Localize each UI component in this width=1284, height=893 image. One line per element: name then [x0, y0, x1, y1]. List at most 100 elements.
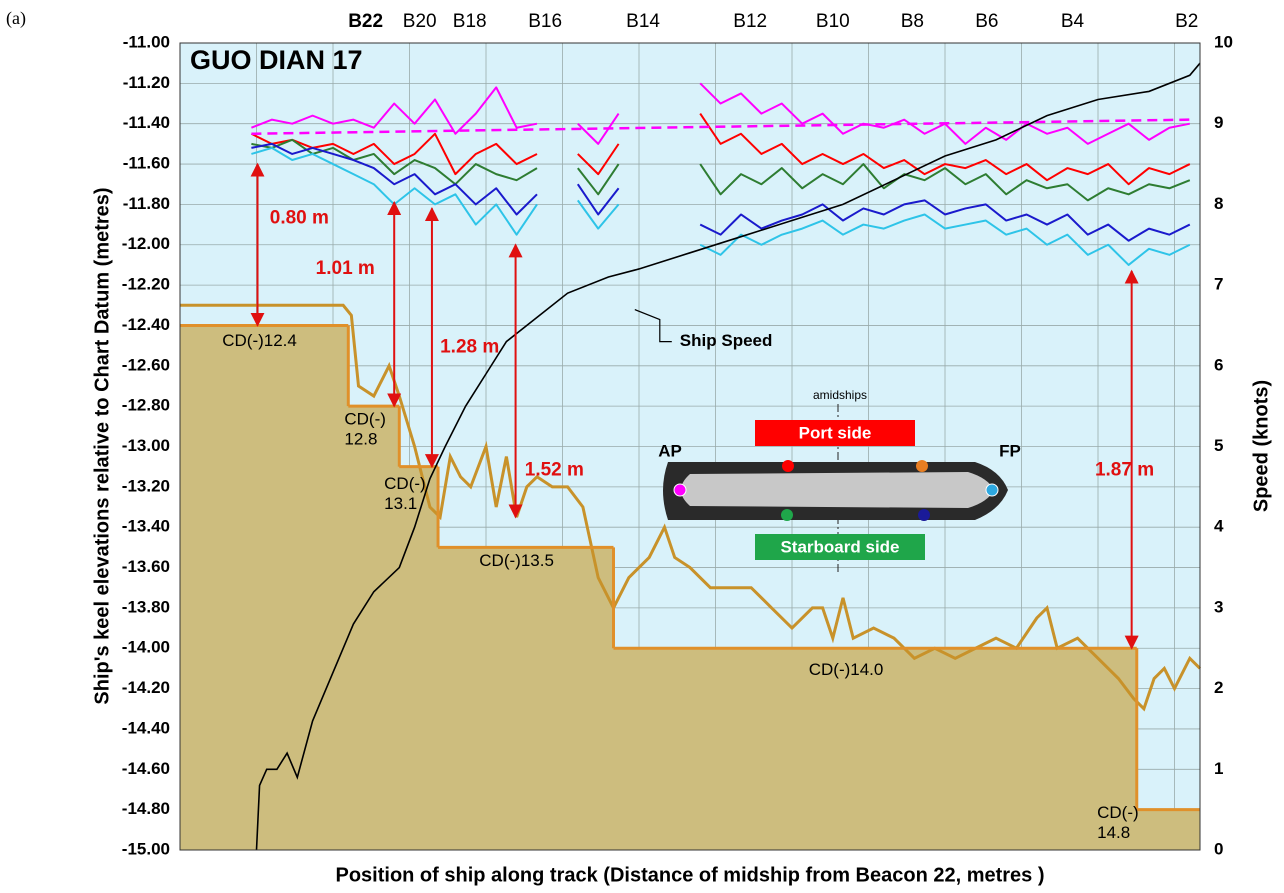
sensor-dot — [985, 483, 999, 497]
hull-deck — [681, 472, 994, 508]
y-tick-label: -11.60 — [123, 154, 170, 173]
y-tick-label: -14.20 — [122, 678, 170, 697]
y-tick-label: -12.60 — [122, 355, 170, 374]
beacon-label: B18 — [453, 11, 487, 32]
y-tick-label: -13.80 — [122, 597, 170, 616]
label-line: CD(-) — [344, 410, 386, 429]
keel-trace — [577, 143, 620, 176]
y-axis-title: Ship's keel elevations relative to Chart… — [91, 187, 113, 704]
clearance-label: 1.87 m — [1095, 460, 1154, 481]
y-tick-label: -11.00 — [123, 32, 170, 51]
y-tick-label: -14.80 — [122, 799, 170, 818]
beacon-label: B8 — [901, 11, 924, 32]
chart-datum-label: CD(-)14.0 — [809, 660, 884, 679]
chart-datum-label: CD(-)12.4 — [222, 331, 297, 350]
beacon-label: B14 — [626, 11, 660, 32]
clearance-label: 1.52 m — [525, 460, 584, 481]
y-tick-label: -12.40 — [122, 315, 170, 334]
data — [180, 62, 1202, 851]
y2-tick-label: 9 — [1214, 113, 1223, 132]
y2-tick-label: 5 — [1214, 436, 1223, 455]
keel-trace — [699, 163, 1191, 202]
y-tick-label: -13.40 — [122, 517, 170, 536]
y-tick-label: -12.00 — [122, 234, 170, 253]
y-tick-label: -13.20 — [122, 476, 170, 495]
y2-tick-label: 7 — [1214, 275, 1223, 294]
y-tick-label: -14.40 — [122, 718, 170, 737]
keel-trace — [251, 142, 538, 216]
y2-tick-label: 10 — [1214, 32, 1233, 51]
speed-line — [255, 62, 1201, 851]
y2-tick-label: 4 — [1214, 517, 1224, 536]
keel-trace — [577, 163, 620, 196]
beacon-label: B10 — [816, 11, 850, 32]
bed-profile — [180, 303, 1202, 712]
seabed-fill — [180, 325, 1200, 850]
y-tick-label: -11.80 — [123, 194, 170, 213]
amidships-label: amidships — [813, 388, 867, 402]
keel-trace — [699, 213, 1191, 266]
y-tick-label: -11.40 — [123, 113, 170, 132]
panel-label: (a) — [6, 8, 26, 29]
keel-trace — [251, 86, 538, 135]
beacon-label: B20 — [403, 11, 437, 32]
sensor-dot — [916, 460, 928, 472]
y2-tick-label: 1 — [1214, 759, 1223, 778]
clearance-label: 1.28 m — [440, 337, 499, 358]
y2-axis-title: Speed (knots) — [1250, 380, 1272, 512]
beacon-label: B22 — [348, 11, 383, 32]
clearance-label: 1.01 m — [316, 258, 375, 279]
speed-leader — [634, 309, 672, 343]
clearance-label: 0.80 m — [270, 208, 329, 229]
keel-trace — [250, 132, 538, 176]
mean-keel-line — [251, 118, 1190, 136]
starboard-label: Starboard side — [780, 537, 899, 556]
keel-trace — [699, 113, 1191, 186]
y2-tick-label: 2 — [1214, 678, 1223, 697]
chart-title: GUO DIAN 17 — [190, 45, 363, 75]
fp-label: FP — [999, 441, 1021, 460]
beacon-label: B4 — [1061, 11, 1085, 32]
y-tick-label: -12.20 — [122, 275, 170, 294]
beacon-label: B16 — [528, 11, 562, 32]
keel-trace — [576, 199, 620, 230]
sensor-dot — [918, 509, 930, 521]
port-label: Port side — [799, 423, 872, 442]
label-line: CD(-) — [1097, 803, 1139, 822]
y-tick-label: -13.60 — [122, 557, 170, 576]
chart-datum-label: CD(-) 12.8 — [344, 410, 386, 449]
y-tick-label: -14.60 — [122, 759, 170, 778]
label-line: 12.8 — [344, 430, 377, 449]
label-line: CD(-) — [384, 474, 426, 493]
speed-label: Ship Speed — [680, 331, 773, 350]
y-tick-label: -13.00 — [122, 436, 170, 455]
y2-tick-label: 8 — [1214, 194, 1223, 213]
ap-label: AP — [658, 441, 682, 460]
sensor-dot — [673, 483, 687, 497]
keel-trace — [251, 138, 538, 186]
beacon-label: B6 — [975, 11, 998, 32]
y-tick-label: -14.00 — [122, 638, 170, 657]
x-axis-title: Position of ship along track (Distance o… — [335, 864, 1044, 886]
label-line: 13.1 — [384, 494, 417, 513]
keel-trace — [577, 113, 620, 145]
y2-tick-label: 0 — [1214, 839, 1223, 858]
beacon-label: B2 — [1175, 11, 1198, 32]
sensor-dot — [781, 509, 793, 521]
y-tick-label: -12.80 — [122, 396, 170, 415]
y-tick-label: -15.00 — [122, 839, 170, 858]
starboard-box — [755, 534, 925, 560]
keel-trace — [576, 183, 620, 216]
plot-frame — [179, 42, 1201, 851]
port-box — [755, 420, 915, 446]
ship-inset: amidships Port side Starboard side AP FP — [658, 388, 1021, 574]
chart-datum-label: CD(-) 13.1 — [384, 474, 426, 513]
y2-tick-label: 3 — [1214, 597, 1223, 616]
label-line: 14.8 — [1097, 823, 1130, 842]
y-tick-label: -11.20 — [123, 73, 170, 92]
y2-tick-label: 6 — [1214, 355, 1223, 374]
sensor-dot — [782, 460, 794, 472]
chart-datum-label: CD(-)13.5 — [479, 551, 554, 570]
keel-trace — [699, 199, 1191, 242]
